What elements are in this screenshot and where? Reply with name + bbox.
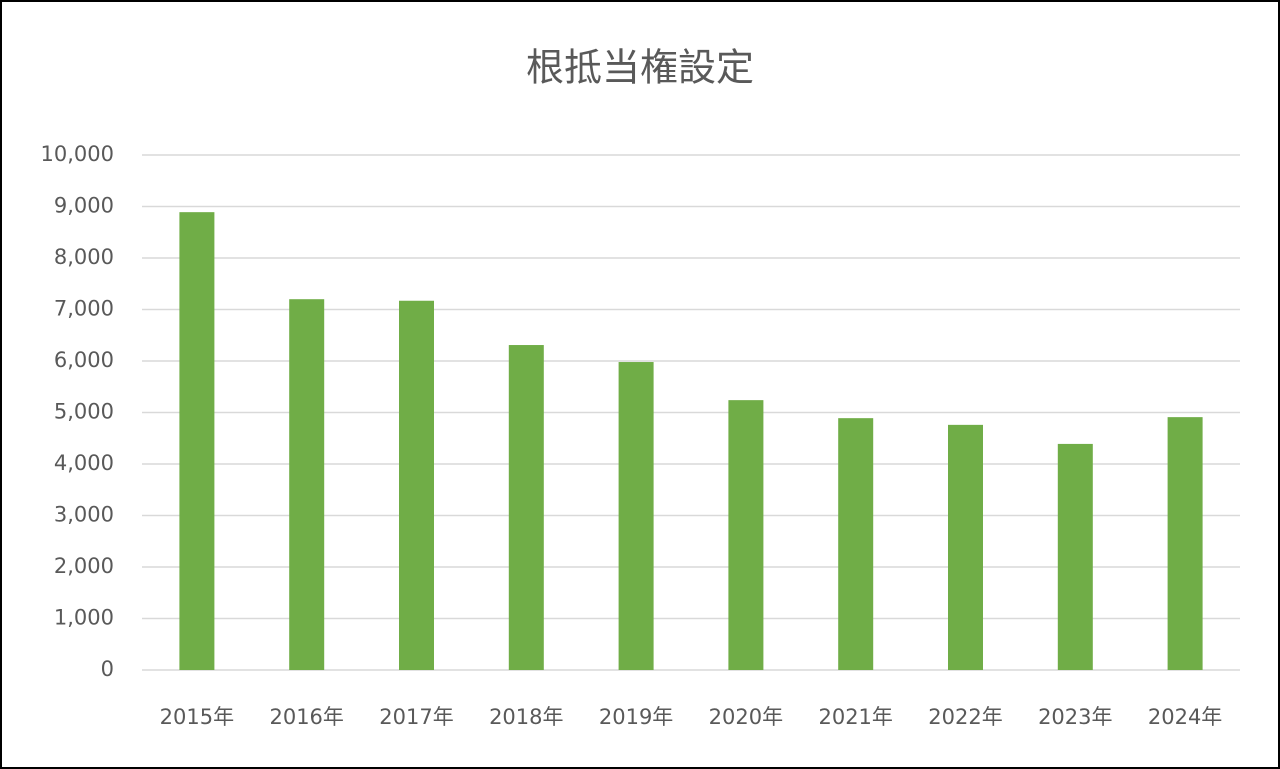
bar xyxy=(289,299,325,670)
x-tick-label: 2022年 xyxy=(928,705,1002,729)
y-tick-label: 9,000 xyxy=(54,194,114,218)
x-tick-label: 2019年 xyxy=(599,705,673,729)
y-tick-label: 1,000 xyxy=(54,606,114,630)
y-tick-label: 3,000 xyxy=(54,503,114,527)
y-tick-label: 7,000 xyxy=(54,297,114,321)
bar xyxy=(179,212,215,671)
x-tick-label: 2021年 xyxy=(818,705,892,729)
y-tick-label: 10,000 xyxy=(41,142,114,166)
bar xyxy=(508,345,544,670)
bar xyxy=(1167,417,1203,670)
bar xyxy=(948,424,983,670)
chart-title: 根抵当権設定 xyxy=(526,46,754,90)
y-tick-label: 2,000 xyxy=(54,554,114,578)
x-tick-label: 2015年 xyxy=(160,705,234,729)
x-tick-label: 2024年 xyxy=(1148,705,1222,729)
x-tick-label: 2017年 xyxy=(379,705,453,729)
y-tick-label: 5,000 xyxy=(54,400,114,424)
y-tick-label: 6,000 xyxy=(54,348,114,372)
x-tick-label: 2023年 xyxy=(1038,705,1112,729)
bar xyxy=(399,300,434,670)
y-tick-label: 0 xyxy=(101,657,114,681)
y-tick-label: 4,000 xyxy=(54,451,114,475)
bar xyxy=(838,418,874,670)
bar xyxy=(1057,443,1093,670)
x-tick-label: 2018年 xyxy=(489,705,563,729)
x-tick-label: 2016年 xyxy=(269,705,343,729)
bar xyxy=(728,400,764,670)
y-tick-label: 8,000 xyxy=(54,245,114,269)
bar xyxy=(618,362,654,670)
x-tick-label: 2020年 xyxy=(709,705,783,729)
